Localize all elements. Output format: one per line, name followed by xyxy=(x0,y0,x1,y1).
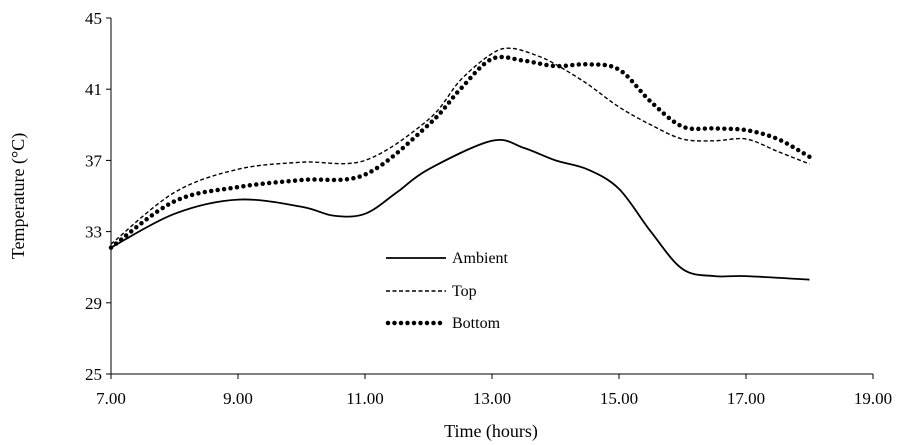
x-tick-label: 19.00 xyxy=(854,389,892,408)
axes: 25 29 33 37 41 45 7.00 9.00 11.00 13.00 15.00 17.00… xyxy=(85,9,892,408)
x-tick-label: 11.00 xyxy=(346,389,384,408)
x-tick-label: 15.00 xyxy=(600,389,638,408)
legend-label-ambient: Ambient xyxy=(452,250,509,267)
y-tick-label: 33 xyxy=(85,223,102,242)
legend-label-top: Top xyxy=(452,283,477,300)
y-tick-label: 37 xyxy=(85,151,103,170)
legend-label-bottom: Bottom xyxy=(452,315,501,332)
series-line-top xyxy=(110,47,810,245)
x-tick-label: 9.00 xyxy=(223,389,253,408)
plot-area xyxy=(108,47,812,281)
y-axis-title: Temperature (°C) xyxy=(8,133,29,259)
series-line-bottom xyxy=(108,54,812,250)
y-tick-label: 45 xyxy=(85,9,102,28)
y-tick-label: 29 xyxy=(85,294,102,313)
y-tick-label: 25 xyxy=(85,365,102,384)
y-tick-label: 41 xyxy=(85,80,102,99)
legend: Ambient Top Bottom xyxy=(385,250,509,332)
x-axis-title: Time (hours) xyxy=(444,421,538,442)
x-tick-label: 17.00 xyxy=(727,389,765,408)
series-line-ambient xyxy=(110,139,810,281)
x-tick-label: 13.00 xyxy=(473,389,511,408)
x-tick-label: 7.00 xyxy=(96,389,126,408)
